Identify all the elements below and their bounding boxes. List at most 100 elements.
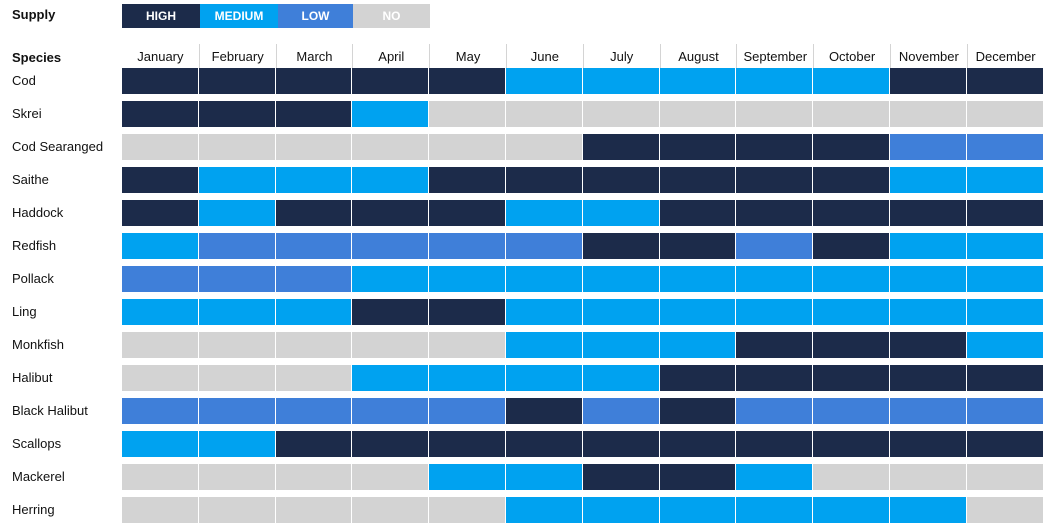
supply-cell-medium xyxy=(966,233,1043,259)
supply-cell-no xyxy=(122,332,198,358)
supply-cell-high xyxy=(736,200,813,226)
month-header-june: June xyxy=(505,44,583,68)
supply-cell-no xyxy=(198,134,275,160)
supply-cell-low xyxy=(429,233,505,259)
month-header-august: August xyxy=(659,44,737,68)
species-label: Monkfish xyxy=(12,337,65,352)
supply-label: Supply xyxy=(12,7,56,22)
supply-cell-high xyxy=(429,68,505,94)
supply-cell-medium xyxy=(505,365,582,391)
supply-cell-medium xyxy=(813,266,889,292)
supply-cell-low xyxy=(198,233,275,259)
supply-cell-low xyxy=(352,398,429,424)
supply-cell-high xyxy=(736,332,813,358)
supply-cell-no xyxy=(198,497,275,523)
supply-cell-medium xyxy=(582,365,659,391)
supply-cell-low xyxy=(275,233,352,259)
species-row: Redfish xyxy=(0,233,1045,259)
species-label: Pollack xyxy=(12,271,54,286)
supply-cell-no xyxy=(275,332,352,358)
supply-cell-medium xyxy=(582,299,659,325)
supply-cell-high xyxy=(659,398,736,424)
supply-cell-high xyxy=(352,431,429,457)
supply-cell-medium xyxy=(736,464,813,490)
supply-cell-medium xyxy=(889,233,966,259)
supply-cell-medium xyxy=(736,68,813,94)
month-header-march: March xyxy=(275,44,353,68)
supply-cell-medium xyxy=(122,299,198,325)
supply-cell-high xyxy=(966,431,1043,457)
supply-cell-no xyxy=(736,101,813,127)
species-label: Cod xyxy=(12,73,36,88)
supply-cell-high xyxy=(429,299,505,325)
supply-cell-high xyxy=(582,464,659,490)
supply-cell-high xyxy=(659,167,736,193)
month-header-may: May xyxy=(429,44,506,68)
supply-cells xyxy=(122,497,1044,523)
supply-cell-high xyxy=(889,200,966,226)
supply-cell-no xyxy=(505,134,582,160)
legend-high: HIGH xyxy=(122,4,200,28)
supply-cell-high xyxy=(659,365,736,391)
supply-cell-medium xyxy=(813,299,889,325)
supply-cell-medium xyxy=(813,68,889,94)
month-header-july: July xyxy=(582,44,660,68)
month-header-february: February xyxy=(198,44,276,68)
species-label: Saithe xyxy=(12,172,49,187)
supply-cell-medium xyxy=(889,497,966,523)
supply-cell-no xyxy=(198,365,275,391)
species-row: Saithe xyxy=(0,167,1045,193)
supply-cell-medium xyxy=(659,68,736,94)
supply-cell-high xyxy=(966,200,1043,226)
species-row: Haddock xyxy=(0,200,1045,226)
supply-cell-no xyxy=(198,332,275,358)
supply-cell-high xyxy=(198,101,275,127)
supply-cell-high xyxy=(736,167,813,193)
supply-legend: HIGH MEDIUM LOW NO xyxy=(122,4,430,28)
supply-cell-high xyxy=(889,68,966,94)
supply-cell-high xyxy=(429,200,505,226)
supply-cell-high xyxy=(429,431,505,457)
species-label: Ling xyxy=(12,304,37,319)
supply-cell-high xyxy=(736,134,813,160)
supply-cell-medium xyxy=(659,332,736,358)
species-label: Black Halibut xyxy=(12,403,88,418)
supply-cell-high xyxy=(813,167,889,193)
supply-cells xyxy=(122,134,1044,160)
supply-cell-high xyxy=(122,68,198,94)
species-label: Herring xyxy=(12,502,55,517)
supply-cell-medium xyxy=(813,497,889,523)
supply-cell-high xyxy=(813,332,889,358)
supply-cell-medium xyxy=(966,167,1043,193)
supply-cell-medium xyxy=(352,167,429,193)
supply-cell-medium xyxy=(505,266,582,292)
supply-cell-high xyxy=(275,68,352,94)
supply-cell-medium xyxy=(966,299,1043,325)
supply-cell-medium xyxy=(966,332,1043,358)
supply-cell-no xyxy=(198,464,275,490)
supply-cells xyxy=(122,365,1044,391)
month-header-april: April xyxy=(352,44,429,68)
supply-cell-medium xyxy=(582,497,659,523)
supply-cell-high xyxy=(275,200,352,226)
supply-cells xyxy=(122,167,1044,193)
supply-cell-no xyxy=(275,464,352,490)
supply-cell-medium xyxy=(198,299,275,325)
supply-cells xyxy=(122,464,1044,490)
supply-cell-low xyxy=(736,233,813,259)
species-label: Redfish xyxy=(12,238,57,253)
supply-cell-medium xyxy=(352,101,429,127)
supply-cell-no xyxy=(429,134,505,160)
supply-cell-medium xyxy=(582,68,659,94)
species-row: Pollack xyxy=(0,266,1045,292)
supply-cell-high xyxy=(582,431,659,457)
supply-cell-medium xyxy=(198,431,275,457)
supply-cell-no xyxy=(122,134,198,160)
month-header-september: September xyxy=(736,44,813,68)
supply-cell-high xyxy=(966,365,1043,391)
supply-cell-high xyxy=(659,233,736,259)
supply-cell-medium xyxy=(429,464,505,490)
supply-cell-high xyxy=(659,134,736,160)
supply-cell-high xyxy=(813,365,889,391)
